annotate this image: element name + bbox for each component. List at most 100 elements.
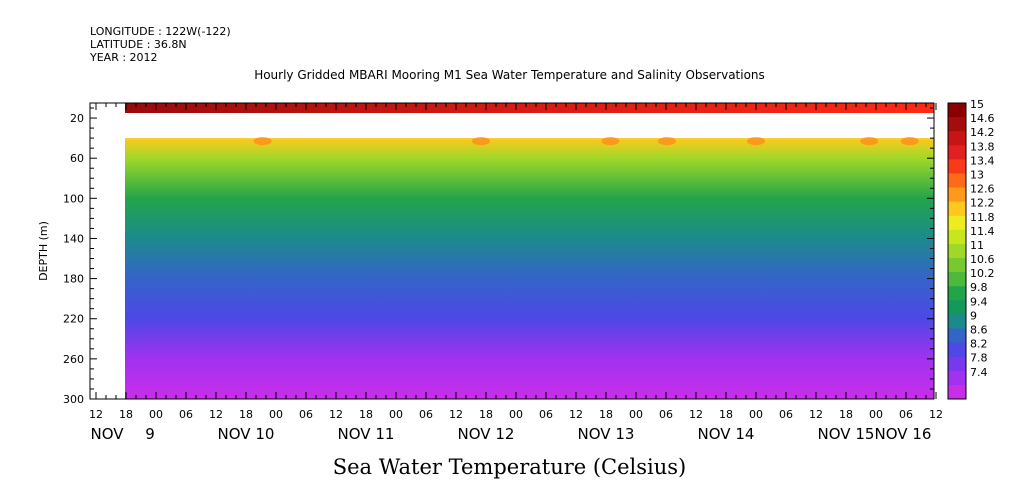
y-tick-label: 300 [63, 393, 84, 406]
colorbar-tick-label: 13.8 [970, 140, 995, 153]
x-tick-label: 00 [509, 408, 523, 421]
x-tick-label: 06 [659, 408, 673, 421]
x-tick-label: 12 [329, 408, 343, 421]
x-tick-label: 18 [239, 408, 253, 421]
x-day-label: NOV [90, 425, 124, 443]
colorbar-tick-label: 12.6 [970, 183, 995, 196]
x-day-label: NOV 11 [338, 425, 395, 443]
x-tick-label: 12 [809, 408, 823, 421]
missing-data-band [125, 113, 934, 139]
colorbar-swatch [948, 173, 966, 189]
temperature-field [125, 138, 934, 399]
colorbar-swatch [948, 328, 966, 344]
colorbar-swatch [948, 103, 966, 118]
x-tick-label: 12 [449, 408, 463, 421]
colorbar-tick-label: 8.6 [970, 324, 988, 337]
warm-spot [471, 137, 490, 146]
chart-title: Hourly Gridded MBARI Mooring M1 Sea Wate… [254, 68, 765, 82]
colorbar-tick-label: 7.4 [970, 366, 988, 379]
y-tick-label: 180 [63, 273, 84, 286]
axes: 20 60 100 140 180 220 260 300 DEPTH (m) 12 18 00 06 1… [37, 102, 943, 443]
colorbar-swatch [948, 314, 966, 330]
x-tick-label: 18 [119, 408, 133, 421]
warm-spot [900, 137, 919, 146]
colorbar-tick-label: 9.8 [970, 281, 988, 294]
x-tick-label: 12 [569, 408, 583, 421]
colorbar-swatch [948, 201, 966, 217]
year-label: YEAR : 2012 [90, 51, 158, 64]
x-tick-label: 18 [479, 408, 493, 421]
x-tick-label: 06 [779, 408, 793, 421]
colorbar-frame [947, 102, 967, 400]
warm-spot [601, 137, 620, 146]
colorbar-swatch [948, 356, 966, 372]
y-tick-label: 260 [63, 353, 84, 366]
colorbar-tick-label: 8.2 [970, 338, 988, 351]
colorbar-tick-label: 9.4 [970, 295, 988, 308]
colorbar-tick-label: 13.4 [970, 154, 995, 167]
x-tick-label: 00 [149, 408, 163, 421]
colorbar-swatch [948, 187, 966, 203]
colorbar-swatch [948, 286, 966, 301]
x-tick-label: 00 [269, 408, 283, 421]
x-day-label: NOV 16 [875, 425, 932, 443]
x-tick-label: 06 [419, 408, 433, 421]
plot-frame [89, 102, 935, 400]
x-day-label: NOV 10 [218, 425, 275, 443]
x-tick-label: 06 [539, 408, 553, 421]
x-tick-label: 12 [929, 408, 943, 421]
colorbar-swatch [948, 117, 966, 132]
colorbar-tick-label: 10.2 [970, 267, 995, 280]
colorbar-swatch [948, 272, 966, 287]
x-tick-label: 06 [179, 408, 193, 421]
y-tick-label: 60 [70, 152, 84, 165]
colorbar-swatch [948, 131, 966, 146]
x-tick-label: 00 [389, 408, 403, 421]
x-tick-label: 00 [869, 408, 883, 421]
colorbar-tick-label: 10.6 [970, 253, 995, 266]
plot-area [125, 103, 934, 399]
chart-footer-label: Sea Water Temperature (Celsius) [332, 455, 687, 479]
x-tick-label: 06 [899, 408, 913, 421]
colorbar-swatch [948, 243, 966, 259]
x-tick-label: 06 [299, 408, 313, 421]
x-day-label: NOV 15 [818, 425, 875, 443]
colorbar: 1514.614.213.813.41312.612.211.811.41110… [947, 98, 995, 400]
x-tick-label: 12 [209, 408, 223, 421]
x-tick-label: 12 [689, 408, 703, 421]
colorbar-swatch [948, 159, 966, 174]
y-tick-label: 20 [70, 112, 84, 125]
colorbar-tick-label: 11.8 [970, 211, 995, 224]
colorbar-swatch [948, 370, 966, 386]
colorbar-tick-label: 15 [970, 98, 984, 111]
x-tick-label: 18 [599, 408, 613, 421]
colorbar-swatch [948, 384, 966, 400]
colorbar-tick-label: 13 [970, 168, 984, 181]
x-tick-label: 00 [629, 408, 643, 421]
colorbar-swatch [948, 145, 966, 160]
x-day-label: 9 [145, 425, 155, 443]
x-tick-label: 12 [89, 408, 103, 421]
warm-spot [658, 137, 677, 146]
colorbar-tick-label: 12.2 [970, 197, 995, 210]
colorbar-tick-label: 9 [970, 309, 977, 322]
colorbar-tick-label: 7.8 [970, 352, 988, 365]
x-day-label: NOV 14 [698, 425, 755, 443]
y-tick-label: 220 [63, 313, 84, 326]
x-tick-label: 00 [749, 408, 763, 421]
warm-spot [860, 137, 879, 146]
latitude-label: LATITUDE : 36.8N [90, 38, 187, 51]
colorbar-tick-label: 11.4 [970, 225, 995, 238]
y-tick-label: 100 [63, 192, 84, 205]
colorbar-swatch [948, 215, 966, 231]
warm-spot [253, 137, 272, 146]
colorbar-tick-label: 11 [970, 239, 984, 252]
x-day-label: NOV 13 [578, 425, 635, 443]
warm-spot [747, 137, 766, 146]
x-tick-label: 18 [359, 408, 373, 421]
y-tick-label: 140 [63, 232, 84, 245]
colorbar-swatch [948, 342, 966, 358]
surface-temperature-band [125, 103, 934, 114]
colorbar-swatch [948, 300, 966, 315]
